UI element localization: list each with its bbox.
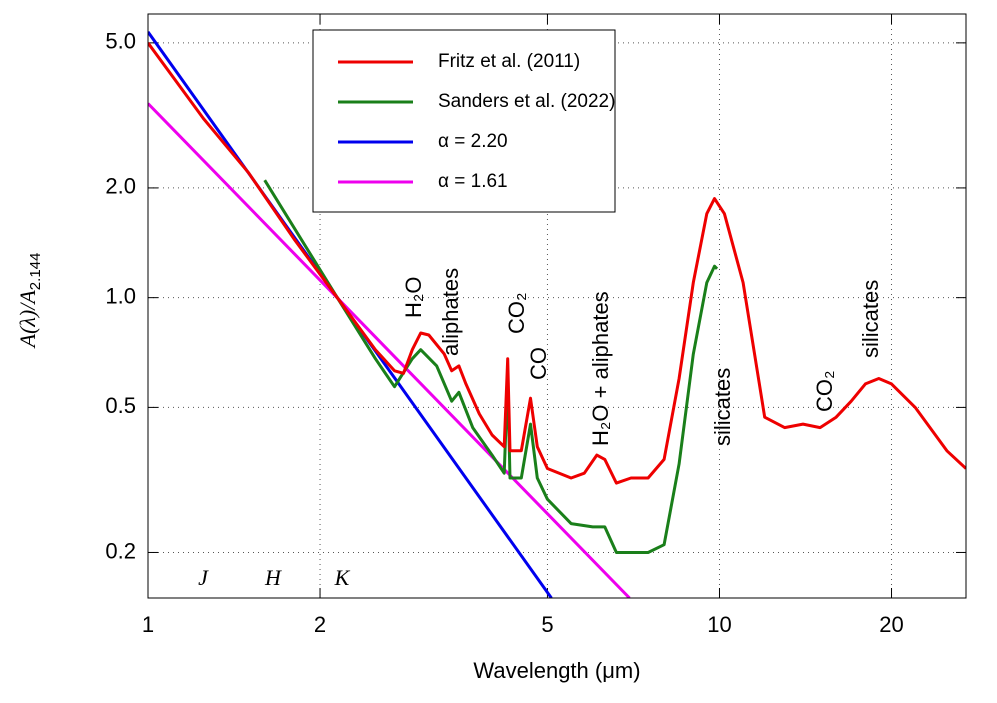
- x-tick-label: 2: [314, 612, 326, 637]
- y-axis-label: A(λ)/A2.144: [15, 253, 44, 350]
- legend-label: α = 1.61: [438, 171, 508, 192]
- annotation: aliphates: [438, 268, 463, 356]
- x-tick-label: 10: [707, 612, 731, 637]
- data-line: [148, 102, 631, 598]
- legend-label: Fritz et al. (2011): [438, 51, 580, 72]
- legend-label: Sanders et al. (2022): [438, 91, 615, 112]
- data-line: [148, 42, 966, 485]
- annotation: CO₂: [504, 292, 529, 334]
- plot-frame: [147, 13, 967, 599]
- band-label: K: [334, 565, 351, 590]
- y-tick-label: 2.0: [105, 174, 136, 199]
- x-axis-label: Wavelength (μm): [473, 658, 640, 683]
- annotation: H₂O: [401, 276, 426, 318]
- plot-lines: [148, 31, 966, 598]
- band-label: H: [264, 565, 282, 590]
- band-label: J: [198, 565, 209, 590]
- annotation: CO₂: [812, 370, 837, 412]
- y-tick-label: 0.2: [105, 538, 136, 563]
- x-tick-label: 20: [879, 612, 903, 637]
- legend-label: α = 2.20: [438, 131, 508, 152]
- y-tick-label: 1.0: [105, 283, 136, 308]
- y-tick-label: 0.5: [105, 393, 136, 418]
- annotation: CO: [526, 347, 551, 380]
- y-axis-label-main: A(λ)/A: [15, 290, 40, 350]
- annotation: silicates: [858, 280, 883, 358]
- data-line: [263, 179, 719, 554]
- annotation: H₂O + aliphates: [588, 291, 613, 446]
- annotation: silicates: [710, 368, 735, 446]
- y-tick-label: 5.0: [105, 29, 136, 54]
- x-tick-label: 1: [142, 612, 154, 637]
- x-tick-label: 5: [541, 612, 553, 637]
- y-axis-label-sub: 2.144: [27, 253, 44, 291]
